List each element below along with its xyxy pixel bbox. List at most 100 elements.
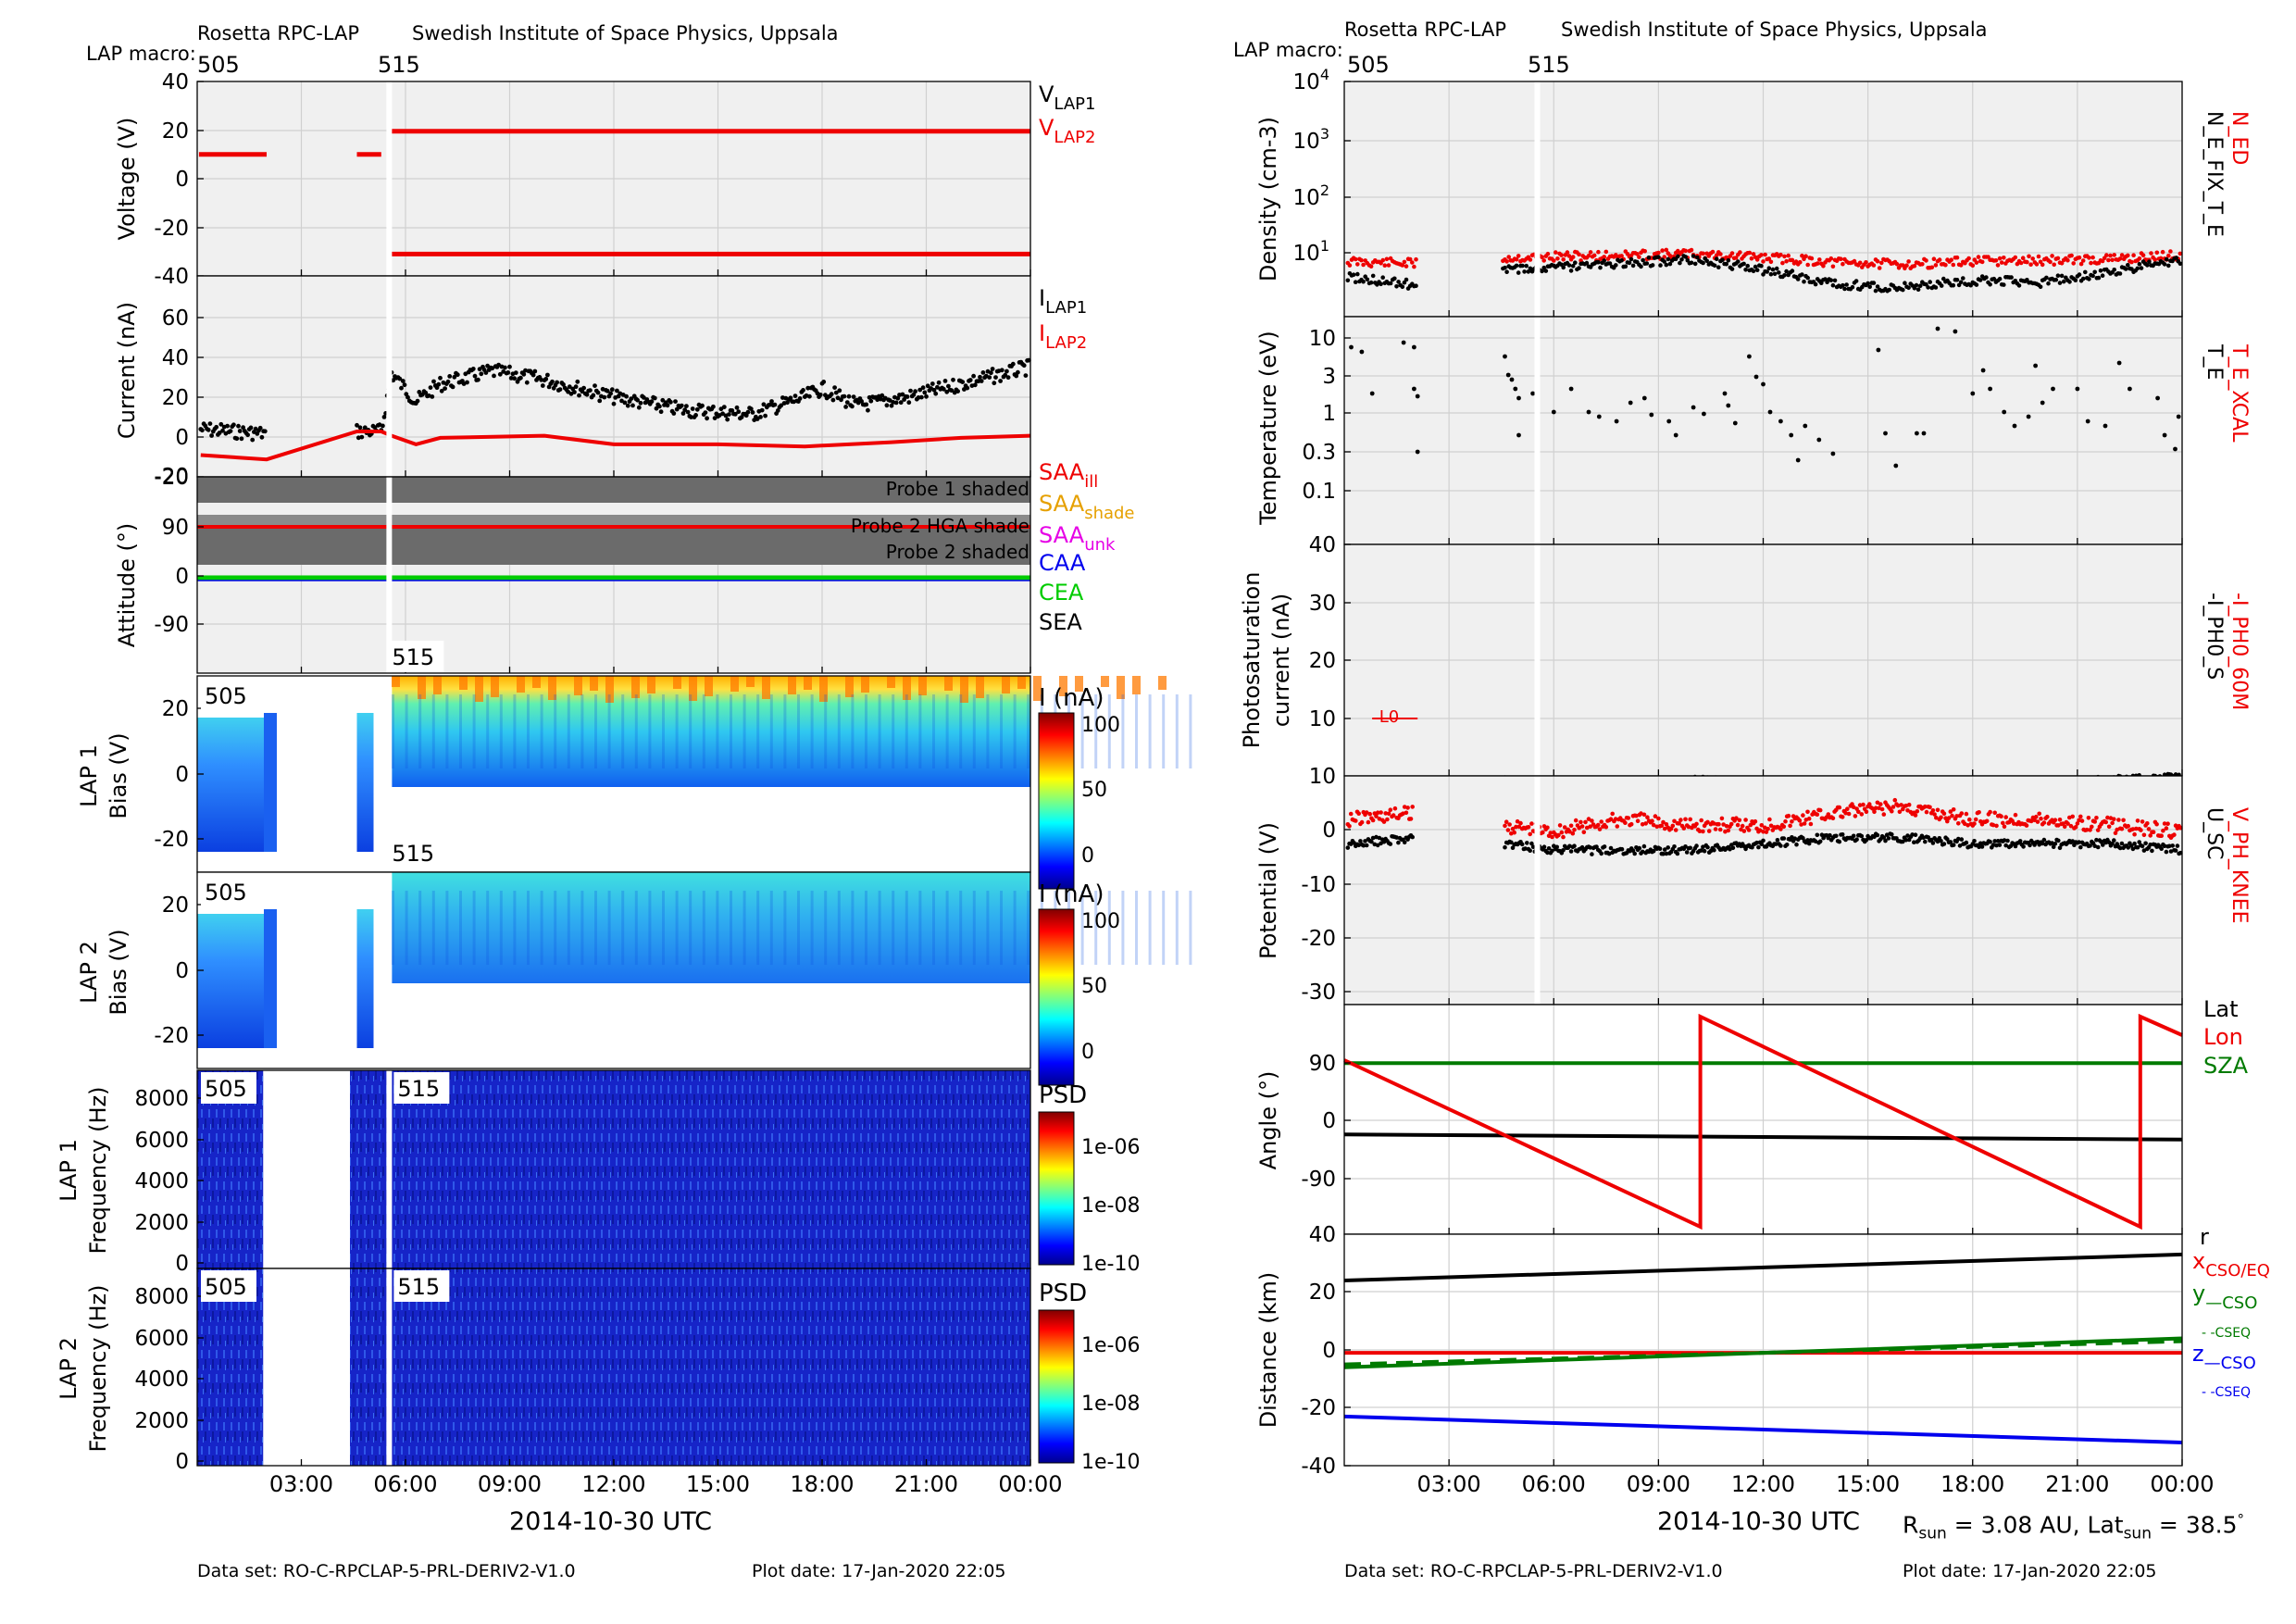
potential-point	[1861, 802, 1866, 807]
current-lap1-point	[750, 410, 755, 415]
hot-streak	[1117, 676, 1125, 699]
density-y-label: Density (cm-3)	[1255, 117, 1281, 281]
current-lap1-point	[919, 394, 924, 400]
legend-z-cso: z—CSO	[2192, 1341, 2256, 1373]
streak	[783, 694, 787, 768]
current-lap1-point	[1003, 372, 1008, 378]
potential-point	[1595, 822, 1601, 828]
x-tick-label: 03:00	[269, 1471, 333, 1497]
x-tick-label: 06:00	[373, 1471, 437, 1497]
potential-point	[1375, 810, 1380, 815]
y-tick-label: 101	[1293, 237, 1329, 266]
potential-point	[2175, 843, 2180, 848]
potential-point	[1734, 816, 1739, 820]
density-point	[2059, 261, 2065, 266]
density-point	[1404, 264, 1409, 269]
current-lap1-point	[979, 379, 984, 383]
potential-point	[1356, 811, 1361, 816]
potential-point	[1867, 802, 1872, 806]
current-lap1-point	[635, 397, 640, 403]
potential-point	[1994, 843, 1999, 848]
density-point	[2048, 259, 2053, 265]
potential-point	[1806, 816, 1812, 821]
density-point	[2025, 259, 2029, 265]
potential-point	[1913, 832, 1918, 837]
potential-point	[1509, 840, 1514, 845]
potential-point	[1626, 816, 1631, 820]
streak	[716, 694, 719, 768]
density-point	[1561, 257, 1566, 262]
density-point	[1353, 256, 1358, 262]
density-point	[2080, 276, 2086, 281]
potential-point	[1935, 807, 1940, 813]
potential-point	[1512, 830, 1516, 835]
potential-point	[2012, 821, 2016, 826]
density-point	[2002, 282, 2006, 287]
potential-point	[2035, 819, 2040, 824]
potential-point	[2075, 821, 2080, 826]
density-point	[1660, 248, 1665, 253]
streak	[567, 891, 570, 965]
potential-point	[1654, 824, 1659, 830]
gap-block	[356, 909, 374, 1048]
potential-point	[1840, 832, 1845, 837]
density-point	[1412, 264, 1416, 269]
potential-point	[1973, 817, 1978, 822]
legend-attitude: CAA	[1039, 550, 1086, 576]
streak	[689, 891, 693, 965]
streak	[918, 891, 922, 965]
potential-point	[2121, 818, 2126, 823]
density-point	[2040, 262, 2045, 268]
macro-label-bg	[201, 1270, 256, 1302]
potential-point	[1988, 839, 1992, 844]
density-point	[2059, 273, 2065, 279]
density-point	[1504, 269, 1509, 275]
streak	[594, 694, 597, 768]
potential-point	[2090, 824, 2094, 830]
current-lap1-point	[933, 391, 939, 396]
temperature-point	[1516, 432, 1521, 438]
potential-point	[1977, 810, 1981, 815]
legend-attitude: SAAunk	[1039, 522, 1116, 555]
lap2-psd-panel: 8000 6000 4000 2000 0 LAP 2 Frequency (Hz) 505 5…	[56, 1268, 1140, 1474]
hot-streak	[976, 676, 984, 698]
potential-point	[1935, 839, 1940, 844]
potential-point	[2126, 823, 2130, 829]
x-tick-label: 18:00	[1940, 1471, 2004, 1497]
streak	[783, 891, 787, 965]
current-lap1-point	[654, 406, 659, 411]
potential-point	[1694, 843, 1699, 848]
potential-point	[1651, 848, 1656, 854]
potential-point	[1701, 829, 1705, 834]
current-lap1-point	[638, 400, 643, 406]
legend-attitude: SEA	[1039, 609, 1082, 635]
density-point	[1570, 264, 1576, 269]
current-lap1-point	[540, 383, 545, 388]
potential-point	[1877, 806, 1881, 811]
potential-point	[1550, 834, 1554, 840]
potential-point	[2003, 843, 2008, 848]
potential-point	[2095, 844, 2101, 850]
density-point	[1355, 262, 1360, 267]
potential-point	[1383, 811, 1388, 816]
density-point	[1979, 259, 1985, 265]
streak	[1080, 694, 1084, 768]
legend-u-sc: U_SC	[2202, 807, 2226, 859]
density-point	[1850, 284, 1855, 290]
colorbar-title: PSD	[1039, 1081, 1087, 1109]
macro-label-bg	[201, 680, 256, 711]
current-lap1-point	[668, 399, 673, 405]
current-lap1-point	[1021, 363, 1027, 369]
potential-point	[1851, 833, 1856, 839]
potential-point	[1806, 841, 1812, 846]
left-dataset-label: Data set: RO-C-RPCLAP-5-PRL-DERIV2-V1.0	[197, 1561, 576, 1581]
potential-point	[1394, 835, 1399, 840]
density-point	[1716, 265, 1721, 270]
density-point	[1689, 247, 1694, 253]
potential-point	[1853, 814, 1858, 818]
current-lap1-point	[682, 407, 688, 413]
legend-sza: SZA	[2203, 1053, 2249, 1079]
current-lap1-point	[797, 396, 803, 401]
y-axis-label: Photosaturation	[1239, 572, 1265, 749]
density-point	[2166, 253, 2171, 258]
